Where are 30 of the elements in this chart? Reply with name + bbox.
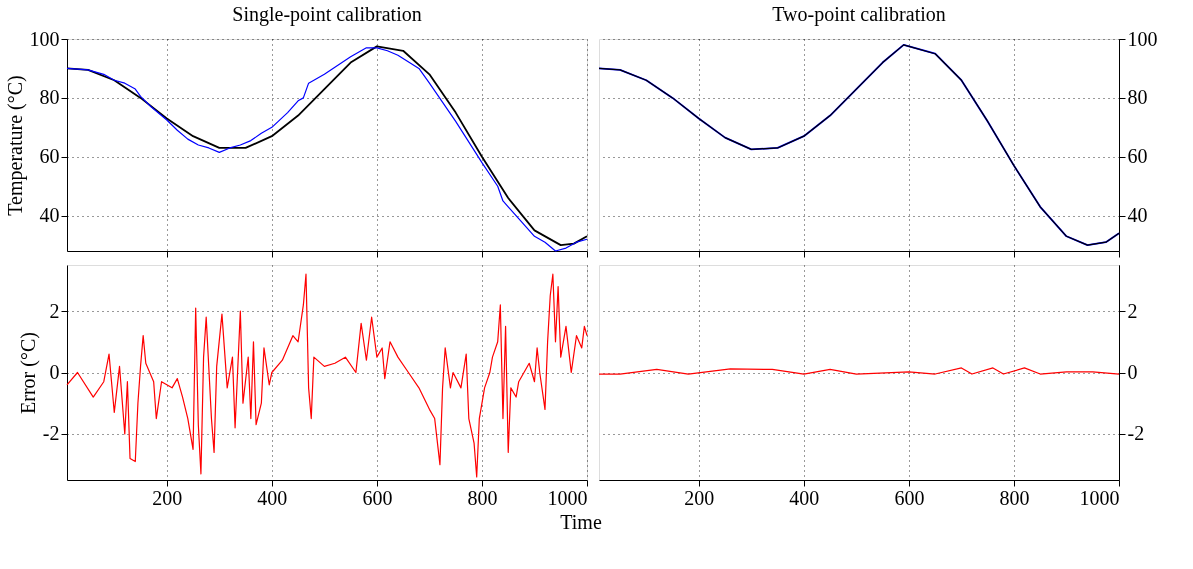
- y-tick-label: 2: [49, 299, 60, 322]
- x-tick-label: 600: [894, 486, 925, 509]
- x-tick-label: 200: [152, 486, 183, 509]
- y-tick-label: 100: [29, 27, 60, 50]
- x-tick-label: 400: [789, 486, 820, 509]
- y-axis-title: Error (°C): [16, 332, 40, 414]
- x-tick-label: 1000: [547, 486, 588, 509]
- y-tick-label: 40: [1127, 204, 1148, 227]
- y-tick-label: 60: [39, 145, 60, 168]
- line-series: [598, 367, 1120, 375]
- y-tick-label: 0: [49, 361, 60, 383]
- y-tick-label: 80: [1127, 86, 1148, 109]
- x-tick-label: 200: [684, 486, 715, 509]
- chart-title: Single-point calibration: [232, 3, 422, 26]
- y-tick-label: 60: [1127, 145, 1148, 168]
- x-tick-label: 800: [999, 486, 1030, 509]
- y-tick-label: 80: [39, 86, 60, 109]
- y-tick-label: 100: [1127, 27, 1158, 50]
- x-tick-label: 1000: [1079, 486, 1120, 509]
- y-axis-title: Temperature (°C): [3, 75, 27, 216]
- x-tick-label: 400: [257, 486, 288, 509]
- chart-title: Two-point calibration: [772, 3, 946, 26]
- y-tick-label: -2: [42, 422, 60, 445]
- x-tick-label: 800: [467, 486, 498, 509]
- y-tick-label: 40: [39, 204, 60, 227]
- y-tick-label: -2: [1127, 422, 1145, 445]
- y-tick-label: 2: [1127, 299, 1138, 322]
- x-tick-label: 600: [362, 486, 393, 509]
- y-tick-label: 0: [1127, 361, 1138, 383]
- x-axis-title: Time: [560, 510, 602, 533]
